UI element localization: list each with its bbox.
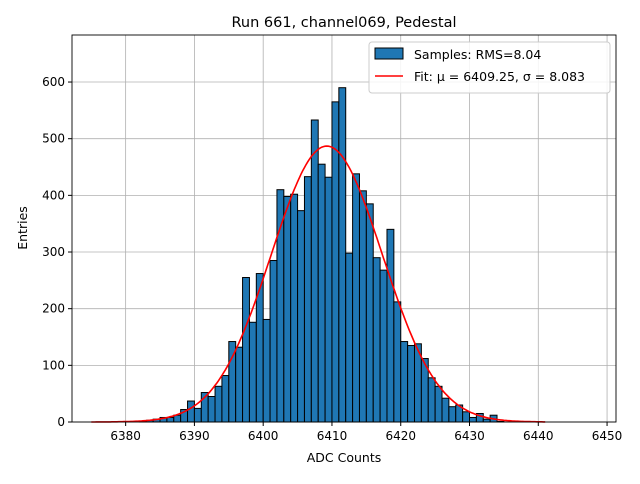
x-tick-label: 6390 [179,429,210,443]
histogram-bar [187,400,195,423]
histogram-bar [310,119,319,423]
histogram-bar [193,407,202,423]
legend-histogram-swatch [374,47,404,60]
plot-frame [71,34,617,423]
histogram-bar [338,87,347,423]
x-tick-label: 6410 [317,429,348,443]
histogram-bar [235,346,244,423]
y-tick-label: 500 [42,132,65,146]
histogram-bar [352,173,360,423]
histogram-bar [221,375,230,423]
x-tick-label: 6450 [592,429,623,443]
histogram-bar [248,321,257,423]
legend-fit-label: Fit: μ = 6409.25, σ = 8.083 [414,69,585,84]
histogram-bar [262,318,271,423]
x-tick-label: 6420 [385,429,416,443]
x-tick-label: 6440 [523,429,554,443]
y-axis-label: Entries [15,206,30,250]
histogram-bar [441,397,450,423]
histogram-bar [372,257,381,423]
histogram-bar [379,269,388,423]
histogram-bar [317,163,326,423]
y-tick-label: 600 [42,75,65,89]
legend: Samples: RMS=8.04 Fit: μ = 6409.25, σ = … [368,41,611,94]
histogram-bar [407,345,415,423]
histogram-bar [276,189,285,423]
y-tick-label: 100 [42,358,65,372]
fit-curve [91,145,546,423]
histogram-bar [434,385,443,423]
histogram-bar [462,411,471,423]
histogram-bar [207,396,216,423]
y-tick-label: 400 [42,188,65,202]
histogram-bar [283,195,292,423]
histogram-bar [242,277,250,423]
legend-box [368,41,611,94]
x-axis-label: ADC Counts [307,450,382,465]
axis-ticks: 6380 6390 6400 6410 6420 6430 6440 6450 0 100 200 3… [42,75,622,443]
histogram-bar [386,228,395,423]
histogram-bar [290,193,299,423]
y-tick-label: 0 [57,415,65,429]
y-tick-label: 300 [42,245,65,259]
histogram-bar [297,210,305,423]
x-tick-label: 6380 [110,429,141,443]
histogram-bar [345,252,354,423]
x-tick-label: 6400 [248,429,279,443]
histogram-bar [448,406,457,423]
histogram-bars [138,87,505,423]
histogram-bar [214,385,223,423]
histogram-bar [427,377,436,423]
chart-title: Run 661, channel069, Pedestal [231,15,456,31]
histogram-bar [365,203,374,423]
histogram-bar [303,176,312,423]
histogram-bar [400,341,409,423]
histogram-bar [393,301,402,423]
histogram-bar [358,190,367,423]
y-tick-label: 200 [42,302,65,316]
histogram-bar [324,176,333,423]
histogram-bar [469,416,477,423]
x-tick-label: 6430 [454,429,485,443]
histogram-bar [269,260,278,423]
legend-histogram-label: Samples: RMS=8.04 [414,47,541,62]
